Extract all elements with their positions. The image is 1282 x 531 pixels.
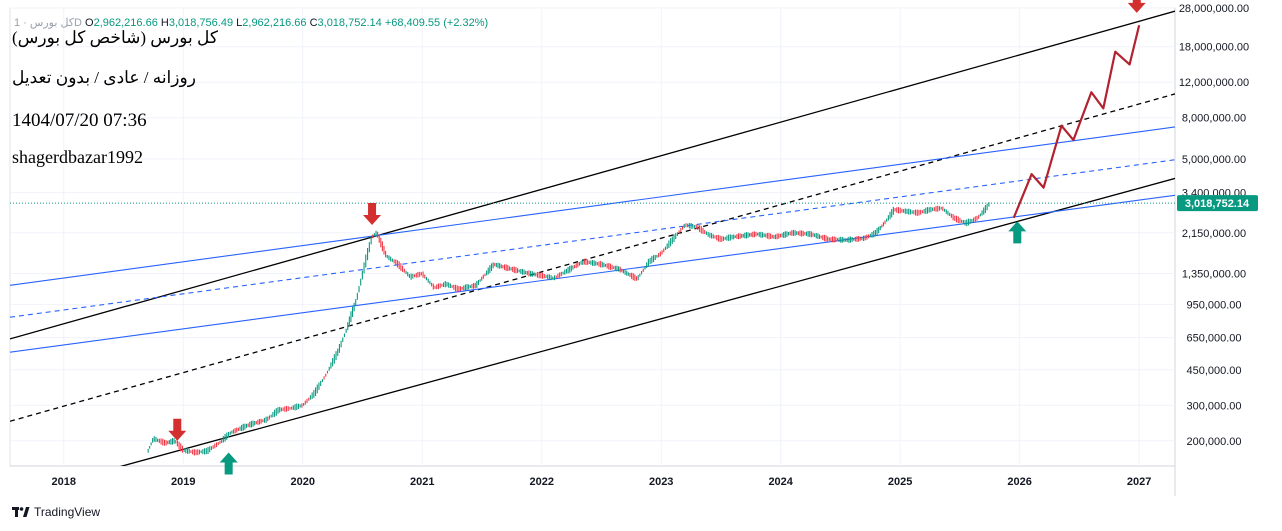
low-value: 2,962,216.66 (242, 17, 307, 29)
trendline (10, 126, 1175, 286)
y-tick-label: 8,000,000.00 (1182, 113, 1246, 125)
price-series (10, 202, 1175, 456)
symbol-short: کل بورس · 1D (14, 17, 82, 29)
high-value: 3,018,756.49 (168, 17, 234, 29)
trendlines (10, 10, 1175, 466)
close-label: C (309, 17, 318, 29)
up-arrow-marker (219, 452, 238, 475)
chart-datetime: 1404/07/20 07:36 (12, 110, 147, 131)
down-arrow-marker (363, 203, 382, 226)
signal-markers (168, 0, 1146, 475)
y-tick-label: 200,000.00 (1186, 436, 1241, 448)
y-tick-label: 300,000.00 (1186, 400, 1241, 412)
last-price-label: 3,018,752.14 (1185, 198, 1250, 210)
y-tick-label: 12,000,000.00 (1179, 77, 1249, 89)
y-tick-label: 28,000,000.00 (1179, 3, 1249, 15)
y-tick-label: 18,000,000.00 (1179, 42, 1249, 54)
x-tick-label: 2020 (291, 476, 315, 488)
x-tick-label: 2018 (52, 476, 76, 488)
x-tick-label: 2025 (888, 476, 912, 488)
forecast-path (1012, 24, 1141, 219)
trendline (119, 177, 1175, 466)
trendline (10, 10, 1175, 340)
trendline (10, 159, 1175, 318)
y-tick-label: 450,000.00 (1186, 365, 1241, 377)
down-arrow-marker (1127, 0, 1146, 13)
tradingview-icon (12, 507, 30, 517)
y-tick-label: 5,000,000.00 (1182, 154, 1246, 166)
open-label: O (85, 17, 94, 29)
x-tick-label: 2021 (410, 476, 434, 488)
chart-title: کل بورس (شاخص کل بورس) (12, 28, 218, 47)
x-tick-label: 2019 (171, 476, 195, 488)
y-tick-label: 650,000.00 (1186, 333, 1241, 345)
x-tick-label: 2027 (1127, 476, 1151, 488)
low-label: L (236, 17, 243, 29)
x-tick-label: 2024 (768, 476, 793, 488)
time-axis[interactable]: 2018 2019 2020 2021 2022 2023 2024 2025 2026 2027 (52, 476, 1152, 488)
price-axis[interactable]: 200,000.00 300,000.00 450,000.00 650,000.00… (1177, 3, 1258, 448)
down-arrow-marker (168, 418, 187, 441)
open-value: 2,962,216.66 (93, 17, 158, 29)
y-tick-label: 1,350,000.00 (1182, 269, 1246, 281)
chart-subtitle: روزانه / عادی / بدون تعدیل (12, 68, 196, 87)
close-value: 3,018,752.14 (317, 17, 382, 29)
tradingview-logo[interactable]: TradingView (12, 505, 100, 519)
up-arrow-marker (1008, 221, 1027, 244)
x-tick-label: 2023 (649, 476, 673, 488)
y-tick-label: 950,000.00 (1186, 299, 1241, 311)
trendline (10, 93, 1175, 422)
y-tick-label: 2,150,000.00 (1182, 228, 1246, 240)
forecast-line (1012, 24, 1141, 219)
ohlc-legend: کل بورس · 1D O2,962,216.66 H3,018,756.49… (14, 16, 488, 29)
x-tick-label: 2022 (529, 476, 553, 488)
high-label: H (160, 17, 169, 29)
tradingview-label: TradingView (34, 505, 101, 519)
trendline (10, 194, 1175, 353)
x-tick-label: 2026 (1007, 476, 1031, 488)
chart-author: shagerdbazar1992 (12, 147, 143, 167)
last-price-tag (1177, 195, 1258, 212)
change-value: +68,409.55 (+2.32%) (384, 17, 489, 29)
